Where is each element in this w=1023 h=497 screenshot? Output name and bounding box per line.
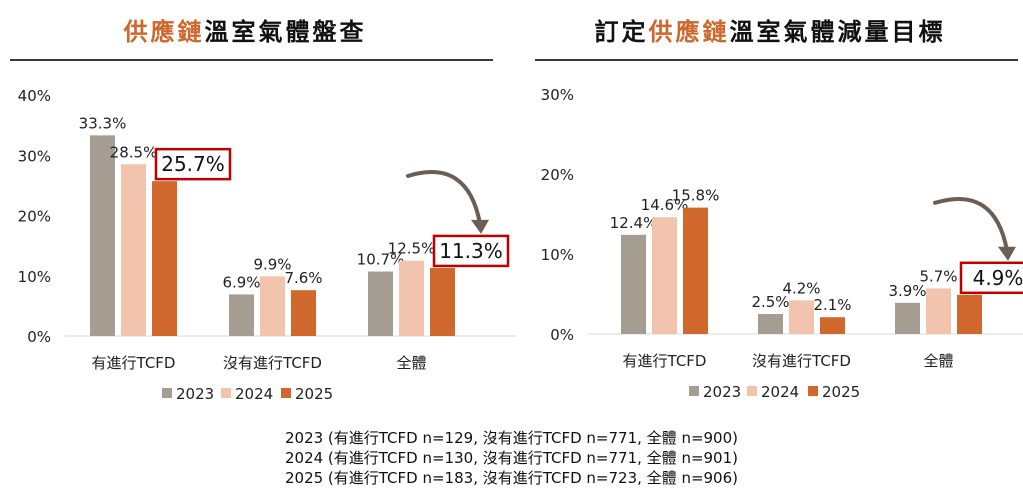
panel-title-inventory: 供應鏈溫室氣體盤查: [10, 12, 480, 48]
note-line-2023: 2023 (有進行TCFD n=129, 沒有進行TCFD n=771, 全體 …: [284, 429, 738, 447]
y-tick-label: 0%: [550, 326, 574, 344]
curved-arrow: [406, 170, 482, 226]
bar-2025-2: [957, 294, 982, 334]
data-label: 12.4%: [610, 214, 658, 232]
category-label: 全體: [396, 354, 426, 372]
arrow-head: [998, 246, 1016, 261]
highlight-box: [154, 147, 232, 181]
highlight-box: [959, 261, 1023, 295]
bar-2025-2: [430, 267, 455, 336]
data-label: 6.9%: [222, 273, 260, 291]
bar-2023-0: [621, 234, 646, 334]
bar-2023-2: [895, 302, 920, 334]
y-tick-label: 20%: [541, 166, 574, 184]
legend-label: 2023: [703, 383, 741, 401]
bar-2024-1: [789, 300, 814, 334]
title-highlight: 供應鏈: [648, 18, 730, 46]
legend-swatch: [221, 388, 231, 398]
highlight-value: 4.9%: [973, 266, 1023, 290]
bar-2023-2: [368, 271, 393, 336]
y-tick-label: 20%: [18, 208, 51, 226]
bar-2025-1: [291, 290, 316, 336]
category-label: 全體: [923, 352, 953, 370]
data-label: 7.6%: [284, 269, 322, 287]
category-label: 有進行TCFD: [623, 352, 707, 370]
bar-2023-1: [758, 314, 783, 334]
title-suffix: 溫室氣體盤查: [204, 18, 367, 46]
data-label: 12.5%: [388, 240, 436, 258]
panel-title-rule: [10, 59, 493, 61]
curved-arrow: [933, 197, 1009, 253]
y-tick-label: 10%: [541, 246, 574, 264]
note-line-2025: 2025 (有進行TCFD n=183, 沒有進行TCFD n=723, 全體 …: [284, 469, 738, 487]
data-label: 33.3%: [79, 114, 127, 132]
legend-label: 2025: [295, 385, 333, 403]
note-line-2024: 2024 (有進行TCFD n=130, 沒有進行TCFD n=771, 全體 …: [284, 449, 738, 467]
data-label: 3.9%: [888, 282, 926, 300]
bar-2025-1: [820, 317, 845, 334]
legend-swatch: [747, 386, 757, 396]
legend-swatch: [808, 386, 818, 396]
chart-reduction-target: 0% 10% 20% 30% 12.4% 2.5% 3.9% 14.6% 4.2% 5.7% 15.…: [541, 86, 1023, 401]
highlight-box: [432, 234, 510, 268]
data-label: 9.9%: [253, 255, 291, 273]
y-tick-label: 10%: [18, 268, 51, 286]
bar-2024-2: [399, 260, 424, 336]
sample-size-notes: 2023 (有進行TCFD n=129, 沒有進行TCFD n=771, 全體 …: [0, 428, 1023, 488]
legend-label: 2023: [176, 385, 214, 403]
legend-swatch: [689, 386, 699, 396]
bar-2024-0: [121, 164, 146, 336]
data-label: 10.7%: [357, 251, 405, 269]
category-label: 有進行TCFD: [92, 354, 176, 372]
data-label: 28.5%: [110, 143, 158, 161]
panel-title-rule: [535, 59, 1018, 61]
category-label: 沒有進行TCFD: [223, 354, 322, 372]
title-suffix: 溫室氣體減量目標: [729, 18, 946, 46]
bar-2025-0: [683, 207, 708, 334]
panel-title-target: 訂定供應鏈溫室氣體減量目標: [535, 12, 1005, 48]
legend-label: 2025: [822, 383, 860, 401]
data-label: 2.1%: [813, 296, 851, 314]
bar-2025-0: [152, 181, 177, 336]
data-label: 4.2%: [782, 279, 820, 297]
legend-swatch: [281, 388, 291, 398]
chart-inventory: 0% 10% 20% 30% 40% 33.3% 6.9% 10.7% 28.5% 9.9% 12.…: [18, 87, 517, 403]
y-tick-label: 40%: [18, 87, 51, 105]
bar-2024-2: [926, 288, 951, 334]
bar-2023-1: [229, 294, 254, 336]
title-highlight: 供應鏈: [123, 18, 205, 46]
bar-2024-1: [260, 276, 285, 336]
data-label: 2.5%: [751, 293, 789, 311]
legend-swatch: [162, 388, 172, 398]
category-label: 沒有進行TCFD: [752, 352, 851, 370]
y-tick-label: 30%: [541, 86, 574, 104]
y-tick-label: 0%: [27, 328, 51, 346]
data-label: 14.6%: [641, 196, 689, 214]
y-tick-label: 30%: [18, 147, 51, 165]
arrow-head: [471, 219, 489, 234]
bar-2024-0: [652, 217, 677, 334]
bar-2023-0: [90, 135, 115, 336]
data-label: 15.8%: [672, 187, 720, 205]
highlight-value: 25.7%: [161, 152, 225, 176]
title-prefix: 訂定: [594, 18, 649, 46]
highlight-value: 11.3%: [439, 239, 503, 263]
data-label: 5.7%: [919, 267, 957, 285]
legend-label: 2024: [761, 383, 799, 401]
legend-label: 2024: [235, 385, 273, 403]
